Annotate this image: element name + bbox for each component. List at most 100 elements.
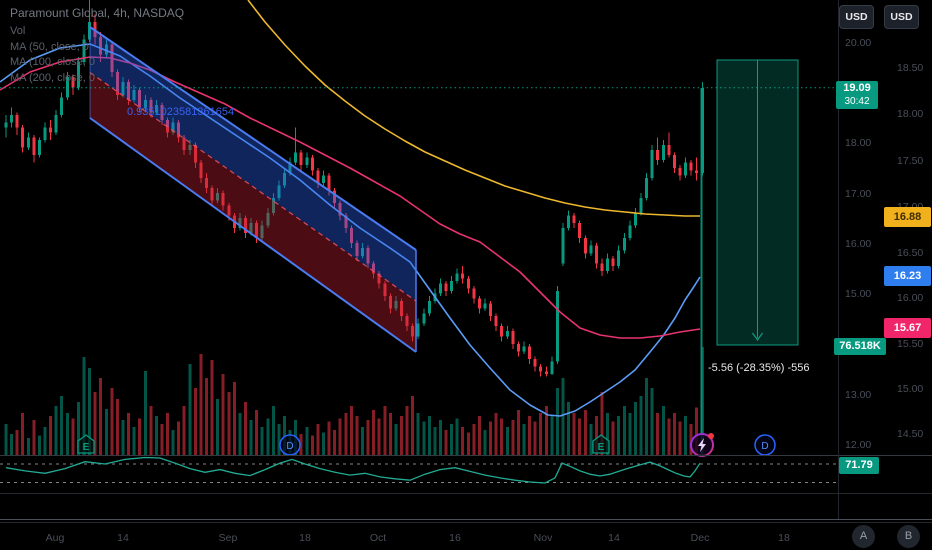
- candle-body: [528, 346, 532, 359]
- channel-upper-line[interactable]: [89, 26, 417, 251]
- volume-bar: [416, 413, 420, 455]
- candle-body: [383, 283, 387, 297]
- volume-bar: [438, 420, 442, 455]
- volume-bar: [606, 413, 610, 455]
- candle-body: [684, 162, 688, 176]
- volume-bar: [544, 406, 548, 455]
- candle-body: [450, 280, 454, 291]
- currency-button-2[interactable]: USD: [884, 5, 919, 29]
- candle-body: [500, 326, 504, 337]
- candle-body: [349, 228, 353, 244]
- price-range-measure-drawing[interactable]: [716, 59, 799, 346]
- candle-body: [32, 137, 36, 156]
- channel-lower-line[interactable]: [89, 117, 417, 353]
- regression-trend-drawing[interactable]: [89, 26, 417, 353]
- lightning-stream-icon[interactable]: [690, 433, 714, 457]
- notification-dot: [708, 433, 714, 439]
- candle-body: [355, 243, 359, 256]
- volume-bar: [93, 392, 97, 455]
- ma200-line: [247, 0, 700, 217]
- candle-body: [71, 77, 75, 88]
- volume-bar: [533, 421, 537, 455]
- ma50-line: [0, 43, 701, 417]
- volume-bar: [238, 413, 242, 455]
- candle-body: [205, 177, 209, 188]
- price-scale-ticks[interactable]: 20.00 18.00 17.00 16.00 15.00 13.00 12.00 18.50…: [845, 37, 923, 451]
- volume-bar: [210, 359, 214, 455]
- channel-mid-line[interactable]: [89, 71, 417, 302]
- candle-body: [522, 346, 526, 352]
- volume-bar: [372, 410, 376, 455]
- candle-body: [461, 273, 465, 279]
- volume-bar: [115, 399, 119, 455]
- chart-legend: Paramount Global, 4h, NASDAQ Vol MA (50,…: [10, 5, 184, 86]
- candle-body: [388, 296, 392, 309]
- time-axis[interactable]: Aug 14 Sep 18 Oct 16 Nov 14 Dec 18: [46, 532, 790, 544]
- volume-bar: [160, 424, 164, 455]
- legend-row-ma50[interactable]: MA (50, close, 0: [10, 40, 89, 53]
- volume-bar: [310, 435, 314, 455]
- volume-bar: [477, 415, 481, 455]
- volume-bar: [617, 415, 621, 455]
- price-tick-left: 12.00: [845, 439, 871, 451]
- pearson-r-label[interactable]: 0.9351023581361654: [127, 106, 235, 118]
- measure-tool-label[interactable]: -5.56 (-28.35%) -556: [708, 362, 810, 374]
- legend-row-ma200[interactable]: MA (200, close, 0: [10, 71, 95, 84]
- dividend-badge-letter: D: [286, 441, 293, 452]
- candle-body: [60, 97, 64, 115]
- candle-body: [277, 185, 281, 198]
- candle-body: [427, 301, 431, 314]
- rsi-value-label: 71.79: [839, 457, 879, 474]
- candle-body: [132, 89, 136, 100]
- volume-bar: [244, 401, 248, 455]
- legend-row-ma100[interactable]: MA (100, close, 0: [10, 56, 95, 68]
- candle-body: [617, 250, 621, 266]
- candle-body: [193, 145, 197, 163]
- volume-bar: [505, 427, 509, 455]
- volume-bar: [494, 413, 498, 455]
- volume-bar: [405, 406, 409, 455]
- price-tick-left: 20.00: [845, 37, 871, 49]
- candle-body: [594, 245, 598, 264]
- volume-bar: [689, 424, 693, 455]
- volume-bar: [32, 420, 36, 455]
- volume-bar: [645, 378, 649, 455]
- ma200-price-label: 16.88: [884, 207, 931, 227]
- earnings-marker-icon[interactable]: E: [77, 434, 95, 454]
- time-tick-label: Sep: [219, 532, 238, 544]
- volume-bar: [4, 424, 8, 455]
- price-tick-right: 16.50: [897, 247, 923, 259]
- volume-value-label: 76.518K: [834, 338, 886, 355]
- candle-body: [411, 326, 415, 337]
- volume-bar: [99, 378, 103, 455]
- corner-button-b[interactable]: B: [897, 525, 920, 548]
- volume-bar: [360, 427, 364, 455]
- volume-bar: [193, 387, 197, 455]
- volume-bar: [266, 418, 270, 455]
- volume-bar: [82, 357, 86, 455]
- ma100-price-label: 15.67: [884, 318, 931, 338]
- candle-body: [516, 343, 520, 352]
- corner-button-a[interactable]: A: [852, 525, 875, 548]
- candle-body: [555, 290, 559, 362]
- volume-bar: [399, 415, 403, 455]
- candle-body: [360, 248, 364, 256]
- volume-bar: [633, 401, 637, 455]
- candle-body: [550, 361, 554, 374]
- legend-row-volume[interactable]: Vol: [10, 25, 26, 37]
- currency-button-1[interactable]: USD: [839, 5, 874, 29]
- price-tick-left: 18.00: [845, 137, 871, 149]
- earnings-marker-icon[interactable]: E: [592, 434, 610, 454]
- time-tick-label: Dec: [691, 532, 710, 544]
- candle-body: [288, 162, 292, 173]
- dividend-marker-icon[interactable]: D: [279, 434, 301, 456]
- symbol-title[interactable]: Paramount Global, 4h, NASDAQ: [10, 6, 185, 20]
- rsi-pane: [0, 456, 838, 484]
- dividend-marker-icon[interactable]: D: [754, 434, 776, 456]
- candle-body: [138, 89, 142, 108]
- volume-bar: [388, 413, 392, 455]
- time-tick-label: Nov: [534, 532, 553, 544]
